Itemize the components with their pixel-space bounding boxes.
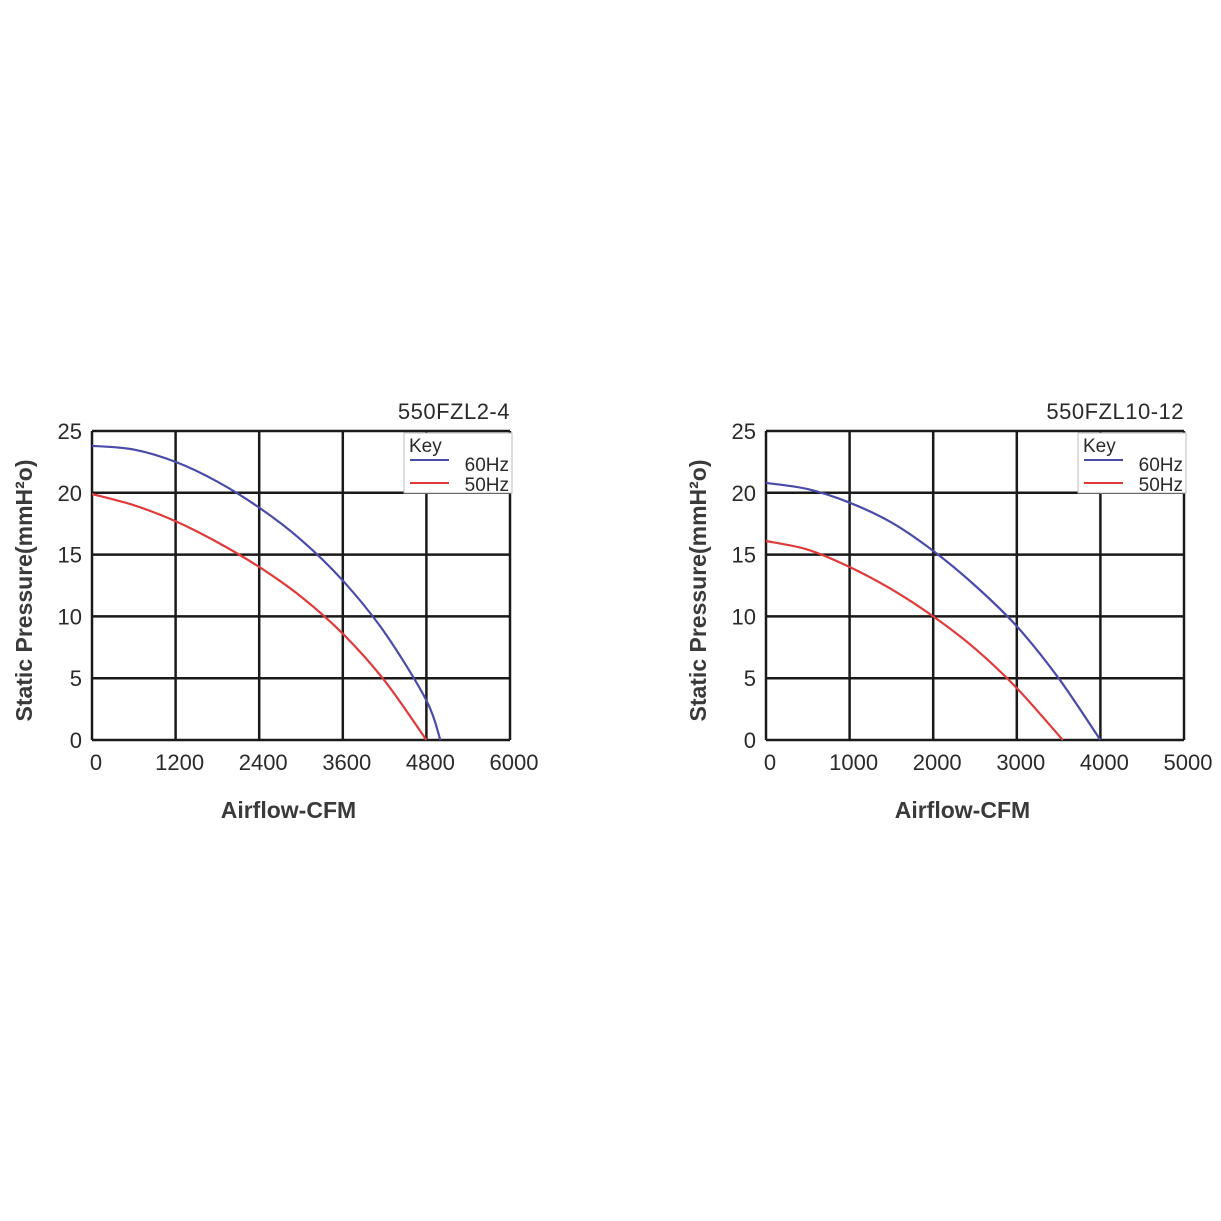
y-tick-label: 10 [732, 604, 756, 629]
y-tick-label: 15 [732, 543, 756, 568]
x-tick-label: 3600 [322, 750, 371, 775]
legend-label: 50Hz [465, 475, 509, 496]
x-tick-label: 5000 [1164, 750, 1213, 775]
legend-title: Key [409, 436, 442, 457]
y-tick-label: 20 [732, 481, 756, 506]
series-line-50hz [765, 539, 1064, 741]
x-tick-label: 0 [764, 750, 776, 775]
x-tick-label: 4800 [406, 750, 455, 775]
series-line-60hz [91, 444, 442, 741]
chart-1: 0 1200 2400 3600 4800 6000 0 5 10 15 20 25 550FZL2-4… [11, 399, 538, 823]
y-tick-label: 5 [744, 666, 756, 691]
x-tick-label: 3000 [996, 750, 1045, 775]
x-tick-label: 1200 [155, 750, 204, 775]
x-tick-label: 2400 [239, 750, 288, 775]
x-axis-label: Airflow-CFM [895, 797, 1030, 823]
series-line-60hz [765, 481, 1102, 741]
x-axis-label: Airflow-CFM [221, 797, 356, 823]
y-axis-label: Static Pressure(mmH²o) [11, 459, 37, 721]
y-tick-label: 0 [744, 728, 756, 753]
legend-title: Key [1083, 436, 1116, 457]
series-line-50hz [91, 492, 428, 741]
y-tick-label: 10 [58, 604, 82, 629]
y-tick-label: 20 [58, 481, 82, 506]
legend-label: 60Hz [1139, 455, 1183, 476]
x-tick-label: 1000 [829, 750, 878, 775]
chart-title: 550FZL2-4 [398, 399, 510, 424]
y-tick-label: 0 [70, 728, 82, 753]
legend-label: 50Hz [1139, 475, 1183, 496]
x-tick-label: 4000 [1080, 750, 1129, 775]
x-tick-label: 0 [90, 750, 102, 775]
y-tick-label: 15 [58, 543, 82, 568]
y-tick-label: 25 [732, 419, 756, 444]
y-tick-label: 5 [70, 666, 82, 691]
x-tick-label: 2000 [913, 750, 962, 775]
legend-label: 60Hz [465, 455, 509, 476]
y-axis-label: Static Pressure(mmH²o) [685, 459, 711, 721]
chart-title: 550FZL10-12 [1046, 399, 1184, 424]
chart-2: 0 1000 2000 3000 4000 5000 0 5 10 15 20 25 550FZL10-… [685, 399, 1212, 823]
y-tick-label: 25 [58, 419, 82, 444]
x-tick-label: 6000 [490, 750, 539, 775]
